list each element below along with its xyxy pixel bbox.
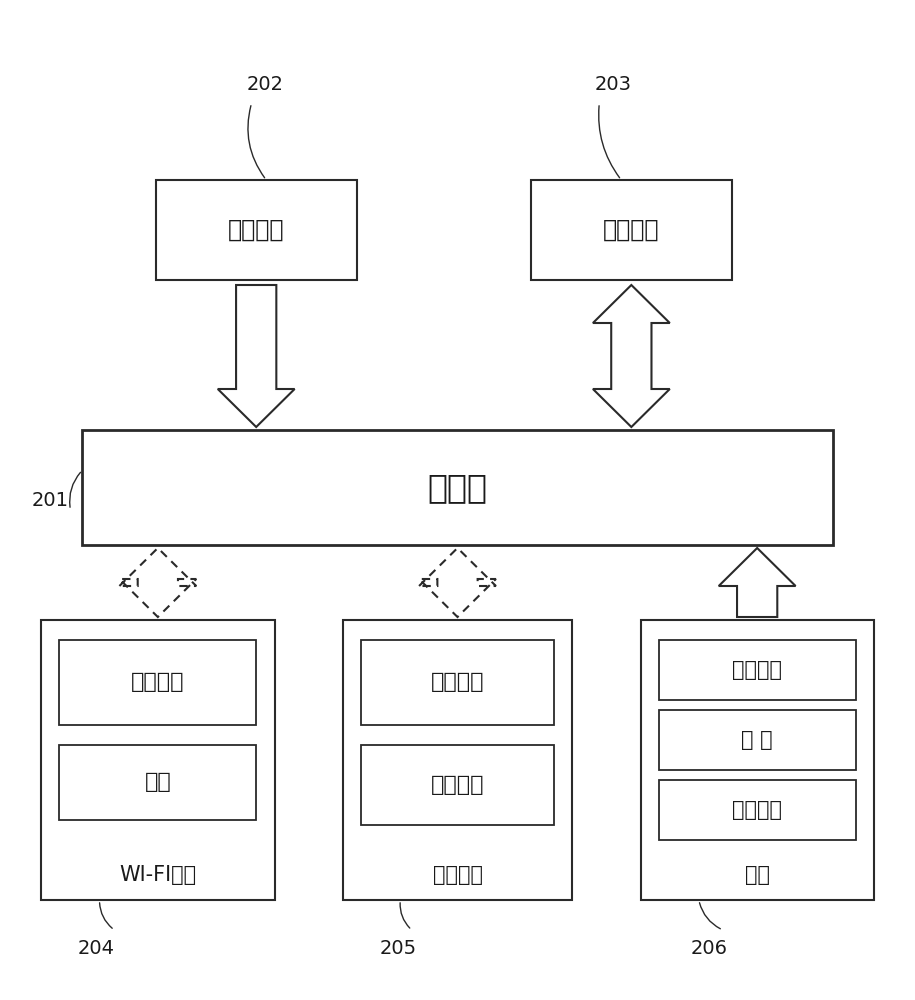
Text: 202: 202 <box>247 76 284 95</box>
Text: 203: 203 <box>595 76 631 95</box>
Text: 201: 201 <box>32 490 69 510</box>
Bar <box>361 640 554 725</box>
Bar <box>361 745 554 825</box>
Text: 206: 206 <box>691 938 727 958</box>
Text: 204: 204 <box>78 938 114 958</box>
Bar <box>659 780 856 840</box>
Text: 处理器: 处理器 <box>427 471 488 504</box>
Polygon shape <box>119 548 196 617</box>
Text: 电压转换: 电压转换 <box>732 660 782 680</box>
Text: 串口元件: 串口元件 <box>431 673 484 693</box>
Polygon shape <box>718 548 795 617</box>
Text: 天线: 天线 <box>145 773 171 793</box>
Text: WI-FI通信: WI-FI通信 <box>119 865 197 885</box>
Polygon shape <box>419 548 496 617</box>
Text: 存储芯片: 存储芯片 <box>603 218 660 242</box>
Bar <box>59 640 256 725</box>
Text: 205: 205 <box>380 938 416 958</box>
Text: 通信接口: 通信接口 <box>431 775 484 795</box>
Bar <box>59 745 256 820</box>
Bar <box>531 180 732 280</box>
Text: 计步感应: 计步感应 <box>228 218 285 242</box>
Bar <box>659 640 856 700</box>
Bar <box>659 710 856 770</box>
Text: 串口通信: 串口通信 <box>433 865 482 885</box>
Text: 电源: 电源 <box>745 865 770 885</box>
Text: 电池充电: 电池充电 <box>732 800 782 820</box>
Bar <box>343 620 572 900</box>
Bar <box>41 620 274 900</box>
Text: 通信模块: 通信模块 <box>131 673 185 693</box>
Bar <box>82 430 833 545</box>
Bar <box>640 620 874 900</box>
Bar <box>156 180 357 280</box>
Polygon shape <box>218 285 295 427</box>
Polygon shape <box>593 285 670 427</box>
Text: 电 池: 电 池 <box>741 730 773 750</box>
